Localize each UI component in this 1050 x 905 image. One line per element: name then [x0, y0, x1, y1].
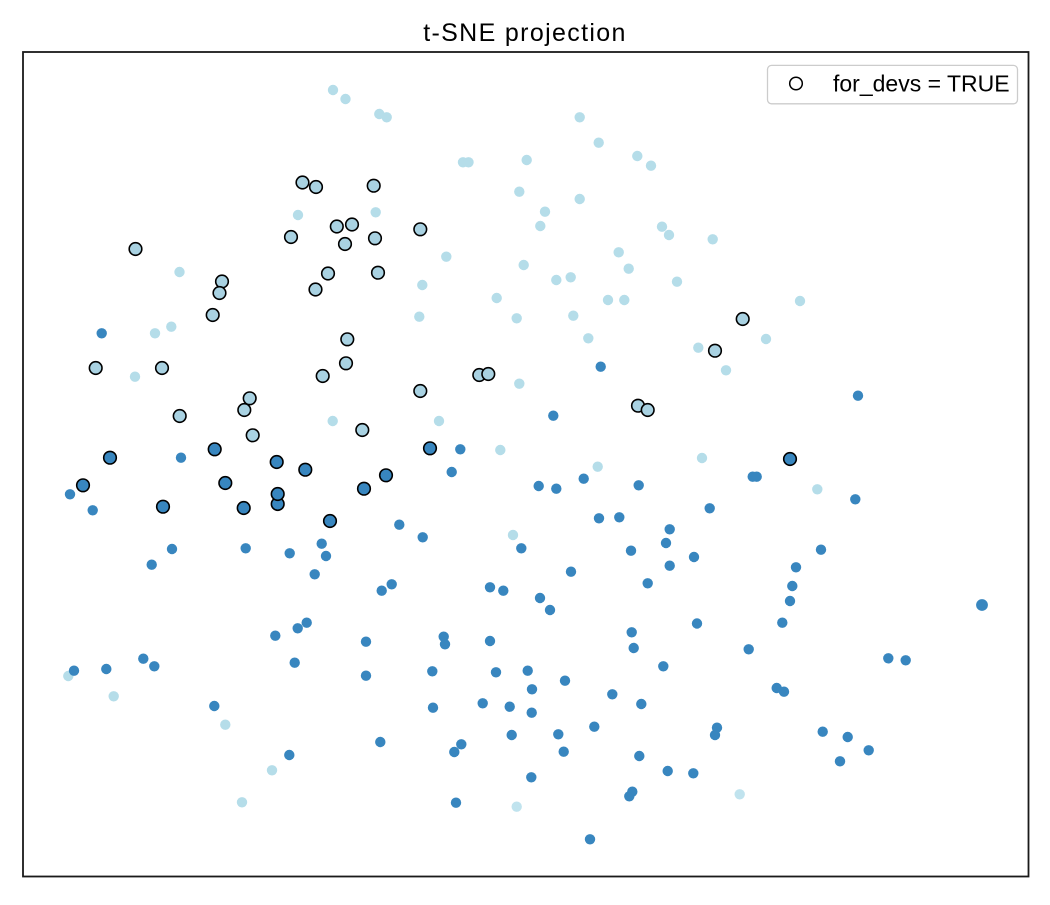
svg-text:for_devs = TRUE: for_devs = TRUE [833, 71, 1010, 97]
svg-text:t-SNE projection: t-SNE projection [423, 19, 627, 47]
